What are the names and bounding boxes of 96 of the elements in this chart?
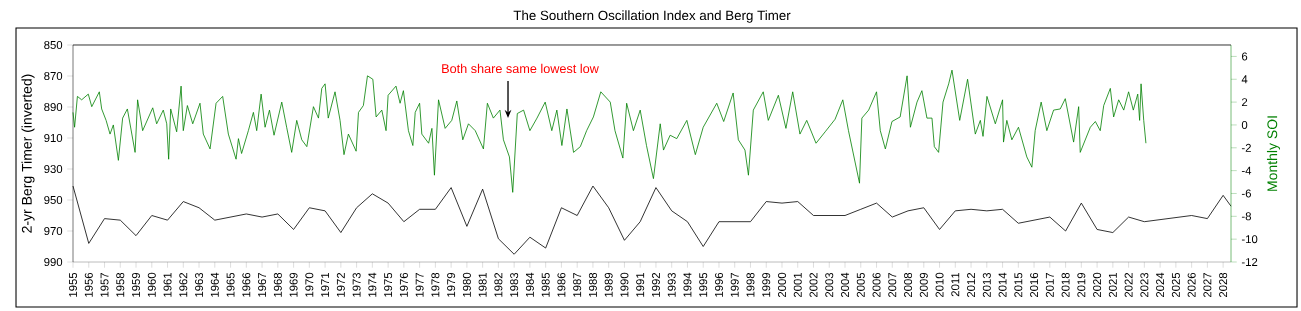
y2-tick-label: -2 — [1241, 143, 1251, 152]
x-tick-label: 1991 — [636, 272, 645, 297]
x-tick-label: 1971 — [321, 272, 330, 297]
x-tick-label: 2024 — [1156, 272, 1165, 298]
x-tick-label: 1962 — [179, 272, 188, 297]
x-tick-label: 1957 — [100, 272, 109, 297]
x-tick-label: 1989 — [604, 272, 613, 297]
x-tick-label: 1999 — [762, 272, 771, 297]
x-tick-label: 1990 — [620, 272, 629, 297]
x-tick-label: 1992 — [651, 272, 660, 297]
x-tick-label: 2017 — [1045, 272, 1054, 298]
x-tick-label: 2015 — [1014, 272, 1023, 298]
x-tick-label: 1963 — [195, 272, 204, 297]
x-tick-label: 1983 — [510, 272, 519, 297]
x-tick-label: 1972 — [336, 272, 345, 297]
x-tick-label: 1986 — [557, 272, 566, 297]
x-tick-label: 1995 — [699, 272, 708, 297]
y-tick-label: 910 — [44, 134, 63, 143]
y2-axis-title: Monthly SOI — [1266, 116, 1280, 191]
y-tick-label: 890 — [44, 103, 63, 112]
y-tick-label: 970 — [44, 227, 63, 236]
x-tick-label: 1982 — [494, 272, 503, 297]
x-tick-label: 1984 — [525, 272, 534, 297]
y-tick-label: 850 — [44, 41, 63, 50]
x-tick-label: 1981 — [478, 272, 487, 297]
x-tick-label: 1977 — [415, 272, 424, 297]
x-tick-label: 2002 — [809, 272, 818, 298]
y-tick-label: 930 — [44, 165, 63, 174]
x-tick-label: 2011 — [951, 272, 960, 297]
x-tick-label: 2003 — [825, 272, 834, 298]
x-tick-label: 1985 — [541, 272, 550, 297]
x-tick-label: 1987 — [573, 272, 582, 297]
y2-tick-label: 0 — [1241, 120, 1248, 129]
x-tick-label: 2010 — [935, 272, 944, 298]
chart-title: The Southern Oscillation Index and Berg Timer — [513, 10, 791, 23]
y-tick-label: 990 — [44, 258, 63, 267]
x-tick-label: 1961 — [163, 272, 172, 297]
x-tick-label: 1976 — [399, 272, 408, 297]
x-tick-label: 1988 — [588, 272, 597, 297]
y2-tick-label: 4 — [1241, 75, 1248, 84]
x-tick-label: 2005 — [856, 272, 865, 298]
y2-tick-label: -4 — [1241, 166, 1252, 175]
x-tick-label: 2014 — [998, 272, 1007, 298]
x-tick-label: 2012 — [967, 272, 976, 298]
x-tick-label: 1958 — [116, 272, 125, 297]
x-tick-label: 1966 — [242, 272, 251, 297]
x-tick-label: 1980 — [462, 272, 471, 297]
x-tick-label: 2027 — [1203, 272, 1212, 298]
x-tick-label: 1994 — [683, 272, 692, 297]
x-tick-label: 2009 — [919, 272, 928, 298]
x-tick-label: 2028 — [1219, 272, 1228, 298]
x-tick-label: 1996 — [714, 272, 723, 297]
x-tick-label: 2004 — [841, 272, 850, 298]
x-tick-label: 1973 — [352, 272, 361, 297]
x-tick-label: 1997 — [730, 272, 739, 297]
x-tick-label: 2022 — [1124, 272, 1133, 298]
x-tick-label: 2026 — [1187, 272, 1196, 298]
x-tick-label: 1975 — [384, 272, 393, 297]
x-tick-label: 1967 — [258, 272, 267, 297]
x-tick-label: 2021 — [1108, 272, 1117, 298]
x-tick-label: 2018 — [1061, 272, 1070, 298]
x-tick-label: 2013 — [982, 272, 991, 298]
x-tick-label: 1955 — [69, 272, 78, 297]
x-tick-label: 1956 — [84, 272, 93, 297]
x-tick-label: 2023 — [1140, 272, 1149, 298]
x-tick-label: 2019 — [1077, 272, 1086, 298]
x-tick-label: 2020 — [1093, 272, 1102, 298]
y2-tick-label: 6 — [1242, 52, 1248, 61]
y2-tick-label: -12 — [1241, 258, 1258, 266]
x-tick-label: 1974 — [368, 272, 377, 297]
x-tick-label: 2025 — [1171, 272, 1180, 298]
x-tick-label: 1965 — [226, 272, 235, 297]
y2-tick-label: 2 — [1241, 98, 1248, 107]
annotation: Both share same lowest low — [442, 63, 599, 74]
x-tick-label: 1978 — [431, 272, 440, 297]
x-tick-label: 2008 — [904, 272, 913, 298]
y-axis-title: 2-yr Berg Timer (inverted) — [21, 74, 35, 233]
x-tick-label: 1960 — [147, 272, 156, 297]
x-tick-label: 1969 — [289, 272, 298, 297]
x-tick-label: 1993 — [667, 272, 676, 297]
x-tick-label: 2016 — [1030, 272, 1039, 298]
x-tick-label: 1970 — [305, 272, 314, 297]
x-tick-label: 1998 — [746, 272, 755, 297]
y2-tick-label: -6 — [1241, 189, 1251, 198]
y-tick-label: 870 — [44, 72, 63, 81]
y2-tick-label: -10 — [1241, 235, 1258, 244]
x-tick-label: 1979 — [447, 272, 456, 297]
x-tick-label: 1964 — [210, 272, 219, 297]
x-tick-label: 2000 — [777, 272, 786, 298]
x-tick-label: 2001 — [793, 272, 802, 298]
y2-tick-label: -8 — [1241, 212, 1251, 221]
y-tick-label: 950 — [44, 196, 63, 205]
x-tick-label: 1968 — [273, 272, 282, 297]
x-tick-label: 2006 — [872, 272, 881, 298]
x-tick-label: 1959 — [132, 272, 141, 297]
x-tick-label: 2007 — [888, 272, 897, 298]
